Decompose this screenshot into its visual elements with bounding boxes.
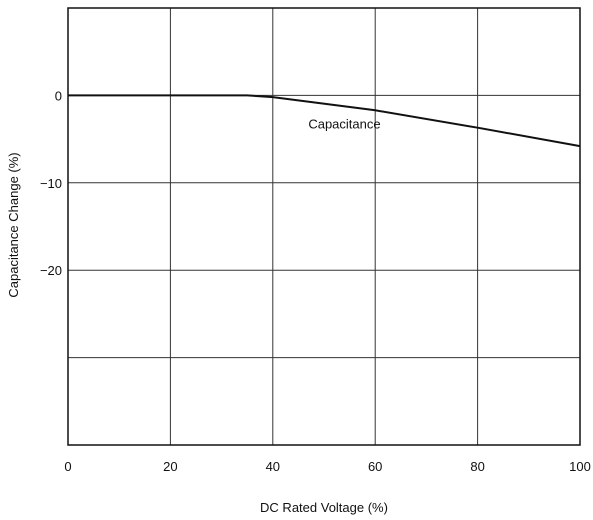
y-tick-label: 0 [55,88,62,103]
x-tick-label: 40 [266,459,280,474]
x-tick-labels: 0 20 40 60 80 100 [64,459,590,474]
y-tick-label: −10 [40,176,62,191]
x-tick-label: 100 [569,459,591,474]
grid [68,8,580,445]
x-tick-label: 80 [470,459,484,474]
series-group [68,94,581,148]
annotation-label: Capacitance [308,117,380,132]
series-line-capacitance [68,94,581,148]
x-axis-label: DC Rated Voltage (%) [260,500,388,515]
y-tick-labels: 0 −10 −20 [40,88,62,278]
annotations: Capacitance [308,117,380,132]
y-axis-label: Capacitance Change (%) [6,152,21,297]
x-tick-label: 20 [163,459,177,474]
x-tick-label: 0 [64,459,71,474]
x-tick-label: 60 [368,459,382,474]
plot-frame [67,7,581,446]
y-tick-label: −20 [40,263,62,278]
